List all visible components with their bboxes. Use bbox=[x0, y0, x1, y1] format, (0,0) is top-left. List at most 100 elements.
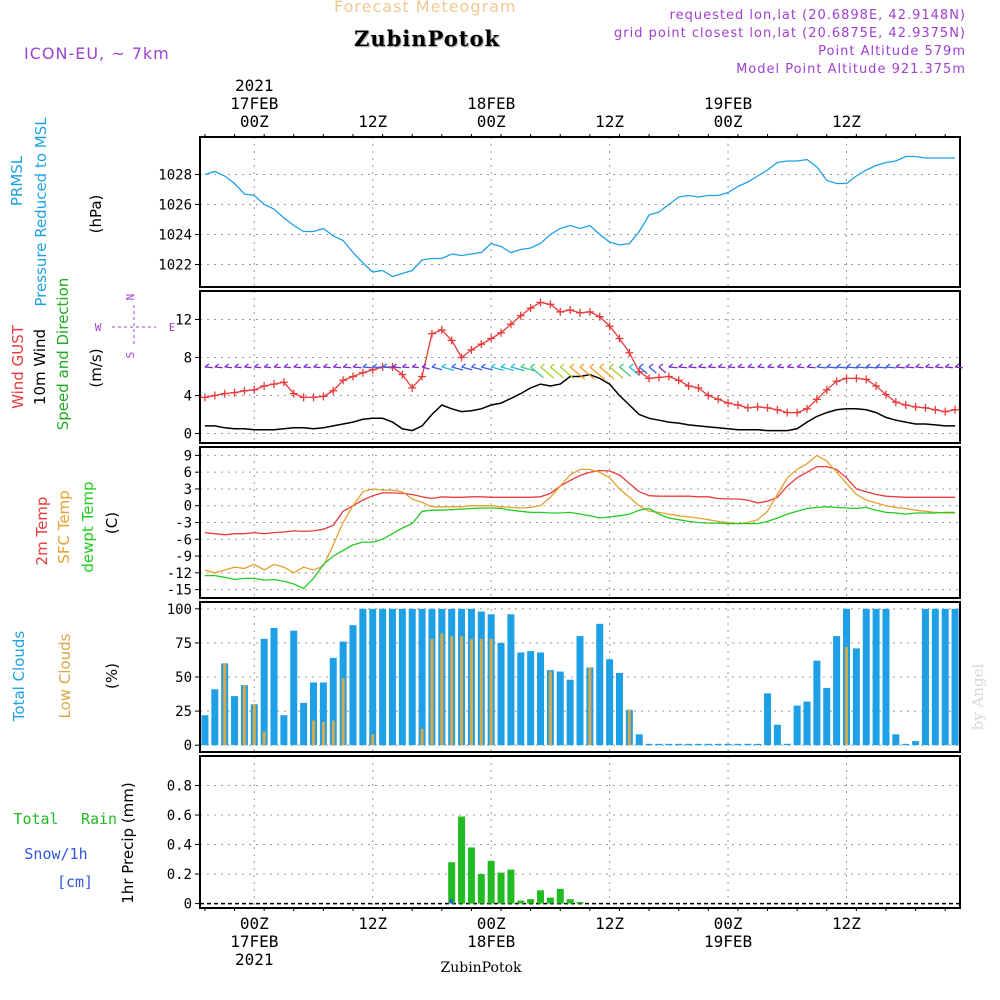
y-tick-label: 9 bbox=[184, 448, 192, 464]
wind-arrow bbox=[264, 366, 272, 369]
wind-arrow-head bbox=[510, 363, 516, 368]
low-cloud-bar bbox=[321, 722, 325, 746]
low-cloud-bar bbox=[371, 734, 375, 746]
wind-arrow bbox=[569, 366, 586, 380]
rain-bar bbox=[566, 899, 574, 904]
rain-bar bbox=[576, 902, 584, 904]
low-cloud-bar bbox=[627, 709, 631, 746]
y-tick-label: 12 bbox=[175, 313, 192, 329]
wind-arrow-head bbox=[382, 363, 387, 368]
clouds-label-low: Low Clouds bbox=[56, 633, 74, 718]
y-tick-label: 0 bbox=[184, 427, 192, 443]
y-tick-label: 0.2 bbox=[167, 867, 192, 883]
wind-arrow-head bbox=[826, 363, 832, 368]
wind-arrow bbox=[234, 366, 242, 369]
low-cloud-bar bbox=[548, 671, 552, 746]
wind-label-gust: Wind GUST bbox=[9, 324, 27, 409]
footer-location: ZubinPotok bbox=[440, 960, 522, 976]
wind-arrow-head bbox=[737, 363, 743, 368]
rain-bar bbox=[556, 888, 564, 904]
total-cloud-bar bbox=[596, 623, 604, 746]
total-cloud-bar bbox=[497, 642, 505, 746]
pressure-line bbox=[204, 155, 956, 278]
y-tick-label: 0.4 bbox=[167, 838, 192, 854]
wind-arrow-head bbox=[520, 363, 526, 368]
wind-arrow bbox=[757, 366, 765, 369]
rain-bar bbox=[527, 899, 535, 904]
y-tick-label: 0.8 bbox=[167, 779, 192, 795]
y-tick-label: 1026 bbox=[158, 198, 192, 214]
total-cloud-bar bbox=[912, 741, 920, 746]
total-cloud-bar bbox=[517, 652, 525, 746]
rain-bar bbox=[467, 847, 475, 904]
wind-arrow-head bbox=[234, 363, 239, 368]
total-cloud-bar bbox=[635, 734, 643, 746]
wind-arrow-head bbox=[441, 363, 447, 368]
wind-arrow-head bbox=[431, 363, 437, 368]
total-cloud-bar bbox=[655, 743, 663, 746]
precip-label-total: Total bbox=[13, 810, 58, 828]
wind-arrow-head bbox=[747, 363, 753, 368]
wind-arrow bbox=[876, 366, 887, 369]
total-cloud-bar bbox=[310, 682, 318, 746]
x-tick-label-bottom: 19FEB bbox=[704, 932, 752, 951]
low-cloud-bar bbox=[252, 704, 256, 746]
wind-arrow bbox=[579, 366, 596, 380]
wind-arrow-head bbox=[796, 363, 802, 368]
total-cloud-bar bbox=[803, 701, 811, 746]
wind-arrow-head bbox=[214, 363, 220, 368]
y-tick-label: 0.6 bbox=[167, 808, 192, 824]
wind-arrow-head bbox=[352, 363, 358, 368]
x-tick-label-top: 12Z bbox=[358, 112, 387, 131]
x-tick-label-top: 00Z bbox=[477, 112, 506, 131]
wind-arrow-head bbox=[757, 363, 763, 368]
wind-arrow bbox=[816, 366, 827, 369]
wind-arrow-head bbox=[263, 363, 269, 368]
wind-arrow bbox=[797, 366, 805, 369]
compass-s: S bbox=[124, 352, 137, 359]
total-cloud-bar bbox=[398, 608, 406, 746]
y-tick-label: 1028 bbox=[158, 168, 192, 184]
wind-arrow-head bbox=[816, 363, 822, 368]
wind-arrow-head bbox=[451, 363, 457, 368]
wind-arrow bbox=[658, 366, 667, 374]
wind-arrow-head bbox=[846, 363, 851, 368]
low-cloud-bar bbox=[223, 663, 227, 746]
wind-arrow-head bbox=[609, 363, 615, 368]
clouds-label-total: Total Clouds bbox=[10, 631, 28, 723]
wind-arrow-head bbox=[668, 363, 674, 368]
total-cloud-bar bbox=[329, 657, 337, 746]
total-cloud-bar bbox=[211, 689, 219, 746]
total-cloud-bar bbox=[408, 608, 416, 746]
wind-arrow-head bbox=[549, 363, 555, 368]
model-name: ICON-EU, ~ 7km bbox=[24, 44, 170, 63]
low-cloud-bar bbox=[312, 720, 316, 746]
wind-arrow-head bbox=[688, 363, 693, 368]
temp2m-line bbox=[204, 465, 956, 536]
wind-arrow-head bbox=[540, 363, 545, 368]
wind-arrow bbox=[708, 366, 716, 369]
wind-arrow-head bbox=[401, 363, 407, 368]
wind-arrow-head bbox=[934, 363, 940, 368]
rain-bar bbox=[497, 872, 505, 904]
low-cloud-bar bbox=[242, 685, 246, 746]
y-tick-label: 75 bbox=[175, 636, 192, 652]
wind-arrow-head bbox=[224, 363, 230, 368]
requested-coords: requested lon,lat (20.6898E, 42.9148N) bbox=[669, 8, 966, 23]
x-tick-label-bottom: 00Z bbox=[240, 914, 269, 933]
x-tick-label-bottom: 12Z bbox=[595, 914, 624, 933]
watermark: by Angel bbox=[969, 663, 987, 730]
wind-arrow bbox=[431, 366, 443, 371]
panel-frame-pressure bbox=[199, 136, 961, 288]
wind-arrow-head bbox=[944, 363, 950, 368]
total-cloud-bar bbox=[793, 705, 801, 746]
total-cloud-bar bbox=[231, 696, 239, 746]
wind-arrow-head bbox=[480, 363, 486, 368]
y-tick-label: 8 bbox=[184, 351, 192, 367]
wind-arrow bbox=[589, 366, 606, 381]
total-cloud-bar bbox=[872, 608, 880, 746]
wind-arrow bbox=[510, 366, 525, 372]
temp-unit: (C) bbox=[103, 512, 121, 534]
total-cloud-bar bbox=[694, 743, 702, 746]
total-cloud-bar bbox=[359, 608, 367, 746]
